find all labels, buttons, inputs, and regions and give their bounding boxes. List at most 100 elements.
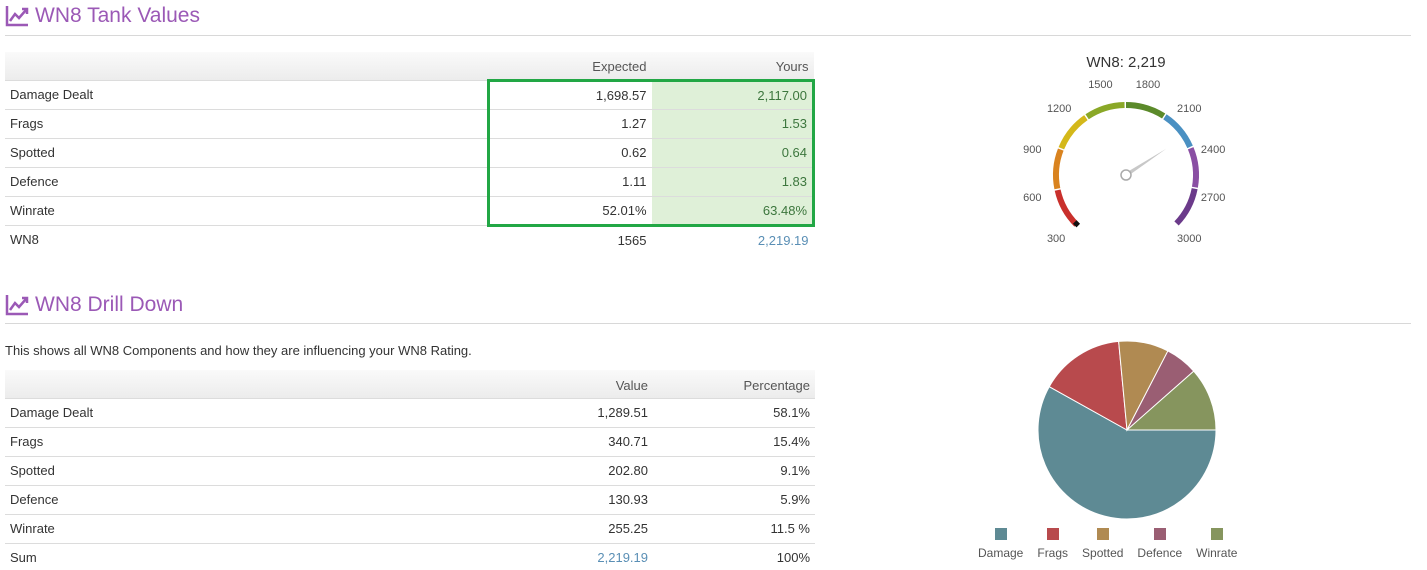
component-value: 340.71 bbox=[490, 426, 653, 456]
drill-down-description: This shows all WN8 Components and how th… bbox=[5, 343, 472, 358]
gauge-tick-label: 1800 bbox=[1135, 79, 1161, 92]
legend-item-spotted[interactable]: Spotted bbox=[1082, 528, 1123, 560]
line-chart-icon bbox=[5, 295, 29, 316]
divider bbox=[5, 35, 1411, 36]
component-percentage: 11.5 % bbox=[653, 513, 815, 543]
row-label: Sum bbox=[5, 542, 490, 570]
row-label: Damage Dealt bbox=[5, 397, 490, 427]
row-label: Winrate bbox=[5, 195, 489, 225]
pie-slice-frags[interactable] bbox=[1048, 340, 1128, 431]
table-row: WN8 1565 2,219.19 bbox=[5, 224, 814, 254]
yours-value: 2,117.00 bbox=[651, 78, 815, 109]
pie-slice-winrate[interactable] bbox=[1125, 370, 1217, 431]
column-header-percentage: Percentage bbox=[653, 370, 815, 398]
table-row: Winrate 52.01% 63.48% bbox=[5, 195, 815, 227]
column-header-yours: Yours bbox=[651, 52, 814, 80]
section-title: WN8 Drill Down bbox=[35, 293, 184, 316]
gauge-band bbox=[1058, 115, 1088, 150]
component-percentage: 100% bbox=[653, 542, 815, 570]
legend-label: Spotted bbox=[1082, 546, 1124, 560]
yours-value: 63.48% bbox=[651, 195, 815, 227]
section-title: WN8 Tank Values bbox=[35, 4, 200, 27]
gauge-tick-label: 3000 bbox=[1177, 233, 1202, 246]
line-chart-icon bbox=[5, 6, 29, 27]
legend-label: Winrate bbox=[1196, 546, 1238, 560]
legend-label: Frags bbox=[1037, 546, 1069, 560]
component-percentage: 58.1% bbox=[653, 397, 815, 427]
tank-values-header: WN8 Tank Values bbox=[5, 4, 200, 28]
gauge-tick-label: 300 bbox=[1046, 233, 1066, 246]
table-row: Defence 1.11 1.83 bbox=[5, 166, 815, 196]
gauge-tick-label: 600 bbox=[1023, 191, 1042, 204]
gauge-band bbox=[1053, 148, 1064, 190]
legend-item-frags[interactable]: Frags bbox=[1037, 528, 1068, 560]
pie-slice-damage[interactable] bbox=[1037, 385, 1217, 520]
table-row: Winrate 255.25 11.5 % bbox=[5, 513, 815, 543]
wn8-value-link[interactable]: 2,219.19 bbox=[757, 232, 809, 248]
expected-value: 1,698.57 bbox=[487, 78, 652, 109]
table-row: Frags 340.71 15.4% bbox=[5, 426, 815, 456]
gauge-band bbox=[1163, 114, 1193, 149]
yours-value: 0.64 bbox=[651, 137, 815, 167]
legend-swatch bbox=[994, 528, 1007, 540]
tank-values-table: Expected Yours Damage Dealt 1,698.57 2,1… bbox=[5, 52, 815, 254]
gauge-band bbox=[1125, 102, 1166, 119]
table-row: Sum 2,219.19 100% bbox=[5, 542, 815, 570]
table-row: Damage Dealt 1,289.51 58.1% bbox=[5, 397, 815, 427]
table-row: Frags 1.27 1.53 bbox=[5, 108, 815, 138]
component-percentage: 15.4% bbox=[653, 426, 815, 456]
gauge-title: WN8: 2,219 bbox=[1086, 54, 1166, 71]
expected-value: 1.11 bbox=[487, 166, 652, 196]
legend-swatch bbox=[1210, 528, 1223, 540]
column-header bbox=[5, 52, 489, 80]
gauge-tick-label: 2700 bbox=[1200, 191, 1226, 204]
column-header-expected: Expected bbox=[488, 52, 652, 80]
table-row: Spotted 202.80 9.1% bbox=[5, 455, 815, 485]
sum-value-link[interactable]: 2,219.19 bbox=[597, 550, 648, 566]
row-label: WN8 bbox=[5, 224, 489, 254]
expected-value: 1.27 bbox=[487, 108, 652, 138]
gauge-band bbox=[1085, 102, 1125, 120]
legend-swatch bbox=[1096, 528, 1109, 540]
row-label: Damage Dealt bbox=[5, 79, 489, 109]
component-value: 255.25 bbox=[490, 513, 653, 543]
row-label: Defence bbox=[5, 166, 489, 196]
table-row: Damage Dealt 1,698.57 2,117.00 bbox=[5, 78, 815, 109]
row-label: Frags bbox=[5, 108, 489, 138]
legend-swatch bbox=[1046, 528, 1059, 540]
component-percentage: 5.9% bbox=[653, 484, 815, 514]
component-value: 1,289.51 bbox=[490, 397, 653, 427]
gauge-tick-label: 1200 bbox=[1046, 102, 1072, 115]
table-row: Spotted 0.62 0.64 bbox=[5, 137, 815, 167]
column-header bbox=[5, 370, 490, 398]
yours-value: 1.83 bbox=[651, 166, 815, 196]
yours-value: 1.53 bbox=[651, 108, 815, 138]
legend-item-damage[interactable]: Damage bbox=[978, 528, 1023, 560]
gauge-band bbox=[1054, 189, 1079, 227]
wn8-components-pie-chart bbox=[1037, 340, 1217, 520]
row-label: Spotted bbox=[5, 455, 490, 485]
drill-down-table: Value Percentage Damage Dealt 1,289.51 5… bbox=[5, 370, 815, 570]
expected-value: 52.01% bbox=[487, 195, 652, 227]
component-value: 130.93 bbox=[490, 484, 653, 514]
legend-item-winrate[interactable]: Winrate bbox=[1196, 528, 1237, 560]
table-row: Defence 130.93 5.9% bbox=[5, 484, 815, 514]
gauge-band bbox=[1187, 147, 1199, 188]
column-header-value: Value bbox=[490, 370, 653, 398]
gauge-needle bbox=[1124, 148, 1167, 177]
legend-item-defence[interactable]: Defence bbox=[1137, 528, 1182, 560]
wn8-gauge bbox=[1053, 102, 1199, 228]
legend-swatch bbox=[1153, 528, 1166, 540]
gauge-band bbox=[1174, 187, 1198, 226]
row-label: Spotted bbox=[5, 137, 489, 167]
gauge-tick-label: 1500 bbox=[1088, 79, 1113, 92]
row-label: Winrate bbox=[5, 513, 490, 543]
component-value: 202.80 bbox=[490, 455, 653, 485]
legend-label: Damage bbox=[978, 546, 1024, 560]
gauge-tick-label: 900 bbox=[1023, 144, 1042, 157]
expected-value: 0.62 bbox=[487, 137, 652, 167]
expected-value: 1565 bbox=[488, 224, 652, 254]
gauge-hub bbox=[1120, 169, 1132, 181]
gauge-tick-label: 2100 bbox=[1177, 102, 1202, 115]
gauge-tick-label: 2400 bbox=[1200, 144, 1226, 157]
